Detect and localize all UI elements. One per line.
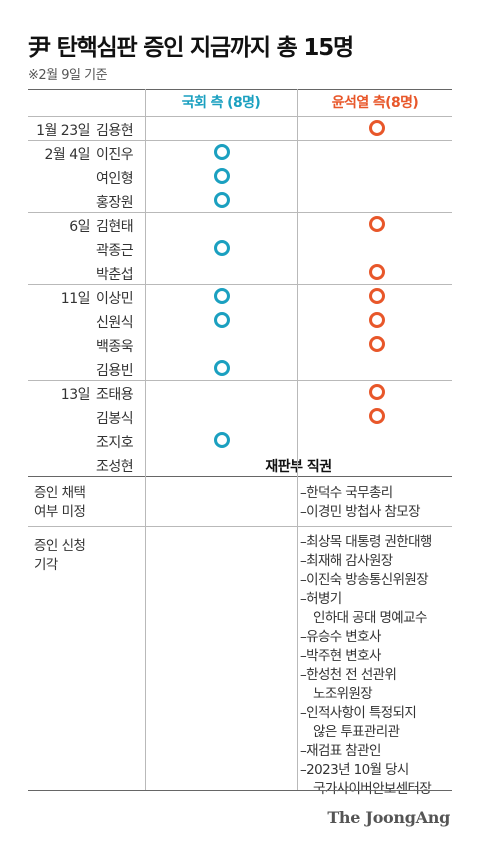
- witness-list-item: –박주현 변호사: [300, 648, 381, 664]
- undecided-section-rule: [28, 526, 452, 527]
- date-group-divider: [28, 380, 452, 381]
- table-bottom-rule: [28, 790, 452, 791]
- witness-name: 김용빈: [96, 363, 134, 379]
- witness-name: 김봉식: [96, 411, 134, 427]
- witness-list-item: –한덕수 국무총리: [300, 485, 393, 501]
- witness-name: 곽종근: [96, 243, 134, 259]
- yoon-mark-icon: [369, 408, 385, 424]
- rejected-label-line2: 기각: [34, 557, 58, 573]
- witness-list-item: 노조위원장: [313, 686, 373, 702]
- header-rule: [28, 116, 452, 117]
- witness-name: 김현태: [96, 219, 134, 235]
- table-top-rule: [28, 89, 452, 90]
- undecided-label-line1: 증인 채택: [34, 485, 86, 501]
- page-title: 尹 탄핵심판 증인 지금까지 총 15명: [28, 35, 354, 61]
- witness-name: 조성현: [96, 459, 134, 475]
- national-assembly-mark-icon: [214, 192, 230, 208]
- witness-list-item: –이경민 방첩사 참모장: [300, 504, 421, 520]
- hearing-date: 6일: [69, 219, 90, 235]
- undecided-label-line2: 여부 미정: [34, 504, 86, 520]
- witness-name: 여인형: [96, 171, 134, 187]
- witness-list-item: –한성천 전 선관위: [300, 667, 397, 683]
- witness-name: 김용현: [96, 123, 134, 139]
- national-assembly-mark-icon: [214, 432, 230, 448]
- national-assembly-mark-icon: [214, 288, 230, 304]
- witness-name: 박춘섭: [96, 267, 134, 283]
- date-group-divider: [28, 212, 452, 213]
- witness-list-item: –유승수 변호사: [300, 629, 381, 645]
- date-group-divider: [28, 140, 452, 141]
- witness-list-item: –이진숙 방송통신위원장: [300, 572, 429, 588]
- rejected-label-line1: 증인 신청: [34, 538, 86, 554]
- witness-list-item: –최상목 대통령 권한대행: [300, 534, 432, 550]
- hearing-date: 11일: [60, 291, 91, 307]
- column-divider-left: [145, 89, 146, 790]
- national-assembly-mark-icon: [214, 240, 230, 256]
- court-ex-officio-label: 재판부 직권: [265, 459, 332, 475]
- witness-name: 조지호: [96, 435, 134, 451]
- witness-list-item: –최재해 감사원장: [300, 553, 393, 569]
- witness-list-item: –인적사항이 특정되지: [300, 705, 417, 721]
- yoon-mark-icon: [369, 264, 385, 280]
- yoon-mark-icon: [369, 120, 385, 136]
- hearing-date: 1월 23일: [36, 123, 90, 139]
- witness-name: 백종욱: [96, 339, 134, 355]
- witness-name: 홍장원: [96, 195, 134, 211]
- witness-list-item: 국가사이버안보센터장: [313, 781, 432, 797]
- witness-list-item: –2023년 10월 당시: [300, 762, 409, 778]
- date-group-divider: [28, 284, 452, 285]
- witness-table-bottom-rule: [28, 476, 452, 477]
- national-assembly-mark-icon: [214, 312, 230, 328]
- source-logo: The JoongAng: [327, 808, 450, 827]
- column-divider-right: [297, 89, 298, 790]
- witness-list-item: 않은 투표관리관: [313, 724, 400, 740]
- national-assembly-mark-icon: [214, 144, 230, 160]
- national-assembly-mark-icon: [214, 168, 230, 184]
- witness-list-item: 인하대 공대 명예교수: [313, 610, 427, 626]
- reference-date-note: ※2월 9일 기준: [28, 68, 108, 83]
- undecided-witness-list: –한덕수 국무총리 –이경민 방첩사 참모장: [300, 484, 452, 522]
- witness-name: 신원식: [96, 315, 134, 331]
- national-assembly-mark-icon: [214, 360, 230, 376]
- yoon-mark-icon: [369, 312, 385, 328]
- column-header-national-assembly: 국회 측 (8명): [181, 95, 261, 111]
- column-header-yoon: 윤석열 측(8명): [331, 95, 419, 111]
- witness-list-item: –재검표 참관인: [300, 743, 381, 759]
- witness-name: 이진우: [96, 147, 134, 163]
- hearing-date: 2월 4일: [44, 147, 90, 163]
- yoon-mark-icon: [369, 216, 385, 232]
- yoon-mark-icon: [369, 336, 385, 352]
- yoon-mark-icon: [369, 288, 385, 304]
- witness-name: 이상민: [96, 291, 134, 307]
- witness-list-item: –허병기: [300, 591, 342, 607]
- witness-name: 조태용: [96, 387, 134, 403]
- yoon-mark-icon: [369, 384, 385, 400]
- hearing-date: 13일: [60, 387, 91, 403]
